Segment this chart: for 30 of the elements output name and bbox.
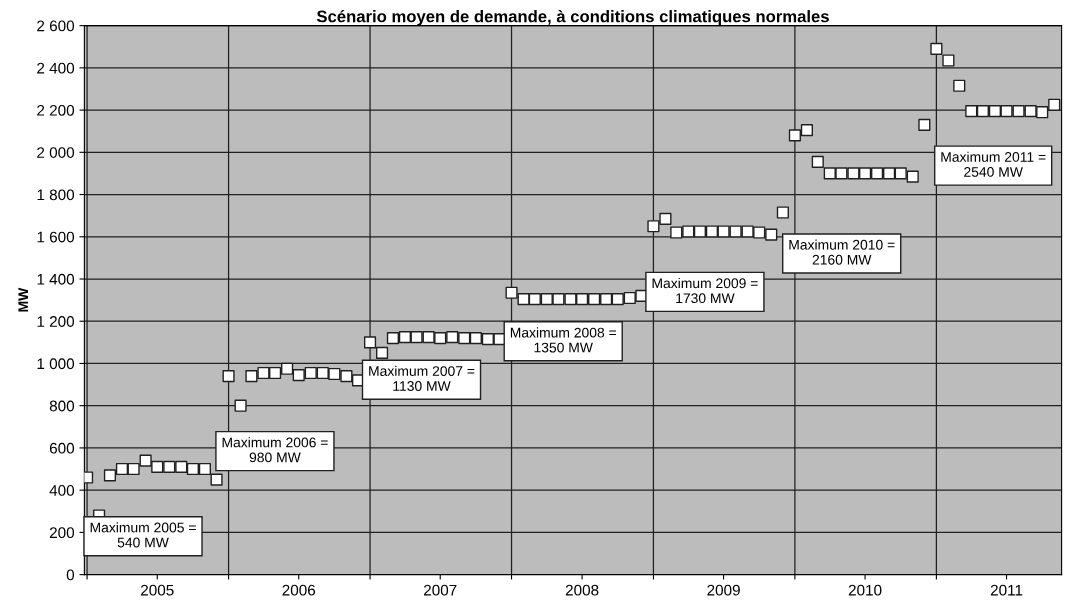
x-tick-label: 2007 xyxy=(423,584,457,596)
y-tick-label: 0 xyxy=(66,569,75,581)
x-tick-label: 2008 xyxy=(565,584,599,596)
y-tick-label: 800 xyxy=(49,400,75,412)
x-tick-label: 2006 xyxy=(282,584,316,596)
x-tick-label: 2009 xyxy=(707,584,740,596)
y-tick-label: 1 000 xyxy=(37,358,75,370)
annotation: Maximum 2009 = 1730 MW xyxy=(652,277,758,304)
y-tick-label: 1 800 xyxy=(37,189,75,201)
annotation: Maximum 2006 = 980 MW xyxy=(222,437,328,463)
y-tick-label: 2 200 xyxy=(37,104,75,116)
annotation: Maximum 2007 = 1130 MW xyxy=(369,365,475,391)
annotation: Maximum 2011 = 2540 MW xyxy=(941,151,1046,177)
y-tick-label: 1 600 xyxy=(37,231,75,243)
y-tick-label: 2 600 xyxy=(37,20,75,32)
annotation: Maximum 2010 = 2160 MW xyxy=(789,239,895,265)
x-tick-label: 2011 xyxy=(990,584,1023,596)
y-tick-label: 2 000 xyxy=(37,147,75,158)
y-tick-label: 1 200 xyxy=(37,316,75,327)
y-tick-label: 1 400 xyxy=(37,273,75,285)
y-tick-label: 400 xyxy=(49,485,75,496)
x-tick-label: 2010 xyxy=(848,584,882,596)
chart-title: Scénario moyen de demande, à conditions climatiques normales xyxy=(316,9,829,26)
y-tick-label: 2 400 xyxy=(37,62,75,74)
y-axis-title: MW xyxy=(18,287,28,312)
annotation: Maximum 2008 = 1350 MW xyxy=(510,327,616,353)
annotation: Maximum 2005 = 540 MW xyxy=(90,522,196,548)
y-tick-label: 200 xyxy=(49,527,75,539)
x-tick-label: 2005 xyxy=(141,584,174,596)
y-tick-label: 600 xyxy=(49,442,75,454)
